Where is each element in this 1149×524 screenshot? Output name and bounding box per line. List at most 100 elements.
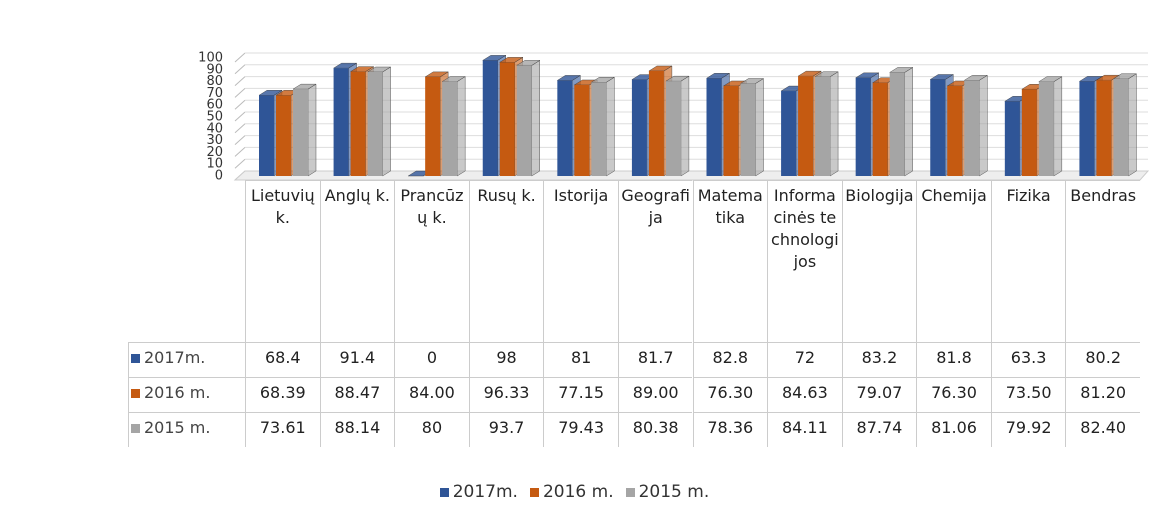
category-label: Lietuvių k. <box>245 180 320 342</box>
y-tick-label: 0 <box>215 169 223 184</box>
legend-label: 2015 m. <box>638 482 710 502</box>
grid-line <box>234 99 246 110</box>
y-tick-label: 30 <box>206 133 223 148</box>
table-value: 72 <box>767 342 842 377</box>
bar-front <box>350 71 366 176</box>
grid-line <box>234 158 246 169</box>
legend-swatch <box>439 488 449 497</box>
bar-side <box>755 78 764 177</box>
bar-side <box>456 76 466 177</box>
category-label: Prancūzų k. <box>394 180 469 342</box>
bar-front <box>665 81 681 176</box>
category-label: Rusų k. <box>468 180 544 342</box>
bar-front <box>293 89 308 176</box>
table-value: 89.00 <box>617 377 693 412</box>
table-value: 84.00 <box>394 377 469 412</box>
table-value: 79.43 <box>543 412 618 447</box>
bar-front <box>516 65 532 176</box>
table-value: 83.2 <box>841 342 917 377</box>
category-label: Matematika <box>692 180 768 342</box>
bar-front <box>781 91 797 176</box>
bar-front <box>367 71 383 176</box>
bar-front <box>947 85 963 176</box>
bar-front <box>557 80 573 176</box>
legend-item: 2015 m. <box>625 482 710 502</box>
table-value: 84.11 <box>767 412 842 447</box>
bar <box>366 66 392 177</box>
y-tick-label: 20 <box>206 145 223 160</box>
bar <box>1038 76 1063 177</box>
table-value: 76.30 <box>916 377 991 412</box>
bar-front <box>964 80 980 176</box>
series-name: 2015 m. <box>144 418 211 437</box>
table-value: 84.63 <box>767 377 842 412</box>
legend-label: 2017m. <box>452 482 518 502</box>
legend-item: 2017m. <box>439 482 518 502</box>
table-value: 87.74 <box>841 412 917 447</box>
table-value: 81.20 <box>1065 377 1140 412</box>
bar-front <box>442 81 458 176</box>
bar-side <box>307 83 317 177</box>
table-value: 88.47 <box>319 377 395 412</box>
bar-side <box>1128 73 1137 177</box>
legend-swatch <box>529 488 539 497</box>
series-name: 2016 m. <box>144 383 211 402</box>
category-label: Biologija <box>841 180 917 342</box>
bar-front <box>259 95 274 176</box>
bar-front <box>574 84 590 176</box>
table-value: 98 <box>468 342 544 377</box>
table-value: 81.06 <box>916 412 991 447</box>
bar-front <box>499 62 515 177</box>
bar-front <box>872 82 888 176</box>
legend-swatch <box>131 389 140 398</box>
bar <box>516 60 541 177</box>
grid-line <box>234 123 246 134</box>
table-value: 79.92 <box>990 412 1066 447</box>
bar-front <box>1096 80 1112 176</box>
legend-swatch <box>625 488 635 497</box>
bar-front <box>425 76 441 176</box>
table-value: 80 <box>394 412 469 447</box>
bar-front <box>1079 81 1095 176</box>
legend-swatch <box>131 424 140 433</box>
grid-line <box>234 111 246 122</box>
y-tick-label: 10 <box>206 157 223 172</box>
bar-side <box>606 76 615 177</box>
series-header: 2017m. <box>128 342 245 377</box>
table-value: 68.39 <box>245 377 320 412</box>
series-header: 2015 m. <box>128 412 245 447</box>
table-value: 76.30 <box>692 377 768 412</box>
bar-front <box>815 76 831 176</box>
table-value: 88.14 <box>319 412 395 447</box>
series-name: 2017m. <box>144 348 206 367</box>
bar-side <box>979 74 988 177</box>
bar-front <box>482 60 498 176</box>
bar-side <box>1053 76 1063 177</box>
bar <box>739 78 765 177</box>
bar-front <box>1038 81 1054 176</box>
bar-front <box>631 79 647 176</box>
category-label: Informacinės technologijos <box>767 180 842 342</box>
legend: 2017m. 2016 m. 2015 m. <box>0 482 1149 502</box>
y-tick-label: 70 <box>206 86 223 101</box>
table-value: 80.38 <box>617 412 693 447</box>
legend-item: 2016 m. <box>529 482 614 502</box>
bar-side <box>382 66 391 177</box>
bar <box>590 76 616 177</box>
bar-front <box>1004 101 1020 176</box>
bar-front <box>889 72 905 176</box>
table-value: 81.7 <box>617 342 693 377</box>
legend-label: 2016 m. <box>542 482 614 502</box>
bar <box>963 74 988 177</box>
y-tick-label: 40 <box>206 121 223 136</box>
table-value: 63.3 <box>990 342 1066 377</box>
y-tick-label: 60 <box>206 98 223 113</box>
bar-front <box>333 68 349 176</box>
bar <box>665 75 690 177</box>
table-value: 73.61 <box>245 412 320 447</box>
table-value: 82.40 <box>1065 412 1140 447</box>
series-header: 2016 m. <box>128 377 245 412</box>
bar-front <box>276 95 291 176</box>
bar-front <box>723 85 739 176</box>
